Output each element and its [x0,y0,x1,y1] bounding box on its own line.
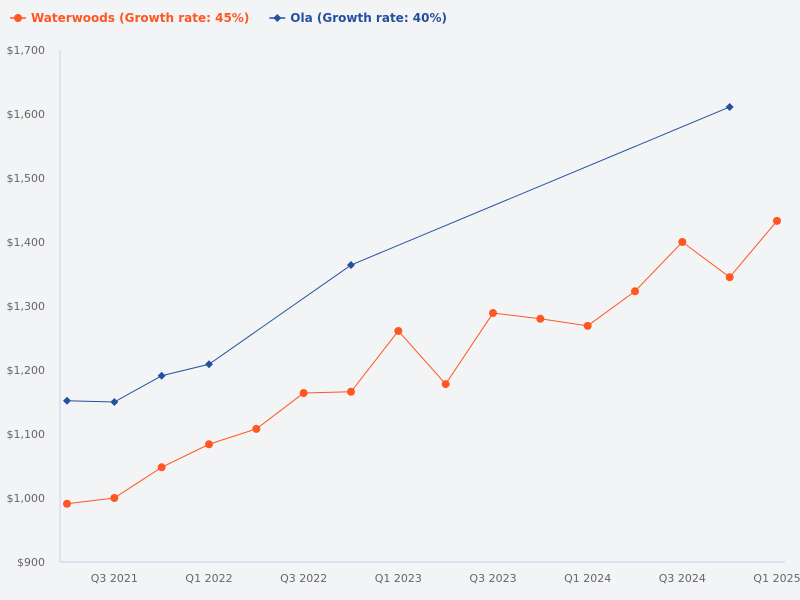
data-point [110,494,119,502]
data-point [110,398,119,406]
y-tick-label: $1,000 [7,492,46,505]
data-point [347,387,355,396]
data-point [441,380,450,389]
y-tick-label: $1,500 [7,172,46,185]
series-line-1 [66,106,730,403]
data-point [347,261,355,270]
data-point [489,309,497,318]
data-point [583,321,592,330]
x-tick-label: Q1 2022 [185,572,232,585]
x-tick-label: Q3 2023 [469,572,516,585]
data-point [536,314,545,323]
data-point [252,424,261,433]
x-tick-label: Q1 2023 [375,572,422,585]
x-tick-label: Q1 2025 [753,572,800,585]
x-tick-label: Q1 2024 [564,572,611,585]
y-tick-label: $1,200 [7,364,46,377]
data-point [63,396,71,405]
y-tick-label: $900 [17,556,45,569]
legend: Waterwoods (Growth rate: 45%) Ola (Growth… [10,11,447,25]
legend-marker-diamond [273,14,282,22]
y-axis: $900 $1,000 $1,100 $1,200 $1,300 $1,400 $1,500… [7,44,61,569]
data-point [725,273,734,282]
x-tick-label: Q3 2021 [91,572,138,585]
data-point [725,102,734,111]
y-tick-label: $1,300 [7,300,46,313]
series-line-0 [66,220,778,505]
y-tick-label: $1,600 [7,108,46,121]
legend-marker-circle [14,14,22,22]
data-point [205,360,213,369]
x-tick-label: Q3 2022 [280,572,327,585]
data-point [205,440,213,449]
y-tick-label: $1,400 [7,236,46,249]
data-point [678,238,687,246]
legend-label-1: Ola (Growth rate: 40%) [290,11,447,25]
y-tick-label: $1,100 [7,428,46,441]
y-tick-label: $1,700 [7,44,46,57]
x-axis: Q3 2021 Q1 2022 Q3 2022 Q1 2023 Q3 2023 Q1 20… [60,561,800,585]
legend-label-0: Waterwoods (Growth rate: 45%) [31,11,249,25]
data-point [299,389,308,398]
data-point [157,371,166,380]
data-point [631,287,639,296]
data-point [63,499,71,508]
series-group [63,102,781,508]
data-point [157,463,166,472]
data-point [394,326,403,335]
data-point [773,216,781,225]
x-tick-label: Q3 2024 [659,572,706,585]
